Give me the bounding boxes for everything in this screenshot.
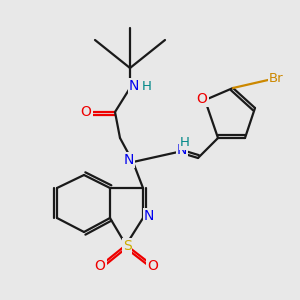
Text: N: N	[144, 209, 154, 223]
Text: N: N	[177, 143, 187, 157]
Text: H: H	[180, 136, 190, 148]
Text: N: N	[124, 153, 134, 167]
Text: O: O	[94, 259, 105, 273]
Text: S: S	[123, 239, 131, 253]
Text: O: O	[81, 105, 92, 119]
Text: Br: Br	[269, 71, 283, 85]
Text: N: N	[129, 79, 139, 93]
Text: O: O	[148, 259, 158, 273]
Text: O: O	[196, 92, 207, 106]
Text: H: H	[142, 80, 152, 92]
